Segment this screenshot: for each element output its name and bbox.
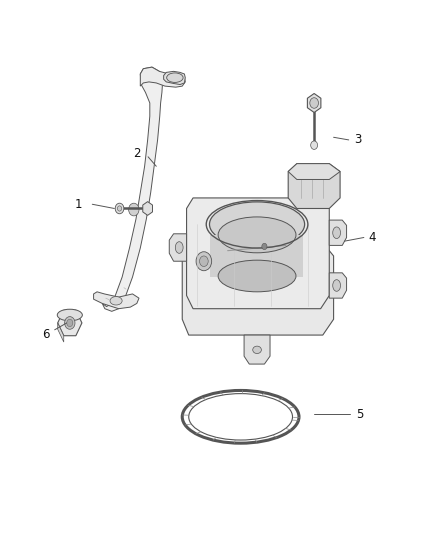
- Circle shape: [200, 256, 208, 266]
- Circle shape: [65, 317, 75, 329]
- Polygon shape: [164, 71, 185, 85]
- Text: 4: 4: [369, 231, 376, 244]
- Circle shape: [310, 98, 318, 108]
- Ellipse shape: [167, 73, 183, 83]
- Ellipse shape: [218, 260, 296, 292]
- Polygon shape: [187, 198, 329, 309]
- Circle shape: [311, 141, 318, 149]
- Circle shape: [262, 243, 267, 249]
- Text: 2: 2: [133, 147, 141, 159]
- Polygon shape: [182, 243, 334, 335]
- Polygon shape: [94, 292, 139, 309]
- Polygon shape: [143, 201, 152, 215]
- Polygon shape: [140, 67, 185, 87]
- Polygon shape: [58, 323, 64, 342]
- Polygon shape: [288, 164, 340, 180]
- Text: 1: 1: [75, 198, 82, 211]
- Ellipse shape: [209, 202, 304, 247]
- Polygon shape: [288, 164, 340, 208]
- Polygon shape: [102, 67, 163, 311]
- Circle shape: [117, 206, 122, 211]
- Text: 6: 6: [42, 327, 50, 341]
- Ellipse shape: [333, 280, 340, 292]
- Ellipse shape: [253, 346, 261, 353]
- Circle shape: [67, 319, 73, 327]
- Polygon shape: [58, 310, 82, 336]
- Ellipse shape: [333, 227, 340, 239]
- Circle shape: [129, 203, 139, 216]
- Ellipse shape: [57, 309, 82, 321]
- Ellipse shape: [175, 241, 183, 253]
- Polygon shape: [329, 273, 346, 298]
- Polygon shape: [307, 93, 321, 112]
- Polygon shape: [169, 234, 187, 261]
- Text: 3: 3: [354, 133, 361, 147]
- Ellipse shape: [110, 296, 122, 305]
- Ellipse shape: [218, 217, 296, 253]
- Polygon shape: [210, 235, 304, 277]
- Circle shape: [196, 252, 212, 271]
- Text: 5: 5: [356, 408, 363, 421]
- Polygon shape: [329, 220, 346, 245]
- Polygon shape: [244, 335, 270, 364]
- Circle shape: [115, 203, 124, 214]
